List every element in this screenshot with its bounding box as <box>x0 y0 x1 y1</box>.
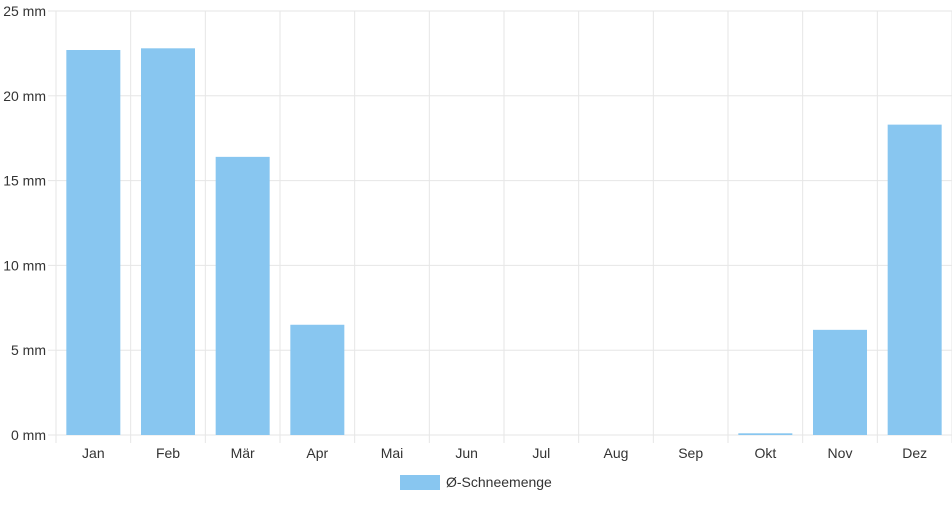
bar-apr[interactable] <box>290 324 345 435</box>
y-tick-label: 5 mm <box>11 342 46 358</box>
x-tick-label: Okt <box>754 445 776 461</box>
legend-label: Ø-Schneemenge <box>446 474 552 490</box>
x-tick-label: Sep <box>678 445 703 461</box>
y-tick-label: 0 mm <box>11 427 46 443</box>
bar-nov[interactable] <box>813 329 867 435</box>
x-axis: Jan Feb Mär Apr Mai Jun Jul Aug Sep Okt Nov Dez <box>82 445 927 461</box>
y-tick-label: 20 mm <box>3 88 46 104</box>
x-tick-label: Apr <box>306 445 328 461</box>
x-tick-label: Nov <box>828 445 853 461</box>
x-tick-label: Aug <box>604 445 629 461</box>
bar-mär[interactable] <box>215 156 270 435</box>
x-tick-label: Jun <box>455 445 478 461</box>
y-tick-label: 15 mm <box>3 173 46 189</box>
x-tick-label: Dez <box>902 445 927 461</box>
bar-layer <box>66 48 942 436</box>
y-tick-label: 10 mm <box>3 257 46 273</box>
bar-feb[interactable] <box>141 48 195 435</box>
legend[interactable]: Ø-Schneemenge <box>400 474 552 490</box>
x-tick-label: Feb <box>156 445 180 461</box>
x-tick-label: Mär <box>231 445 255 461</box>
bar-okt[interactable] <box>738 433 793 435</box>
y-tick-label: 25 mm <box>3 3 46 19</box>
grid-layer <box>48 10 952 443</box>
bar-jan[interactable] <box>66 50 121 436</box>
x-tick-label: Jul <box>532 445 550 461</box>
x-tick-label: Mai <box>381 445 404 461</box>
bar-dez[interactable] <box>887 124 942 435</box>
y-axis: 0 mm 5 mm 10 mm 15 mm 20 mm 25 mm <box>3 3 46 443</box>
x-tick-label: Jan <box>82 445 105 461</box>
legend-swatch <box>400 475 440 490</box>
